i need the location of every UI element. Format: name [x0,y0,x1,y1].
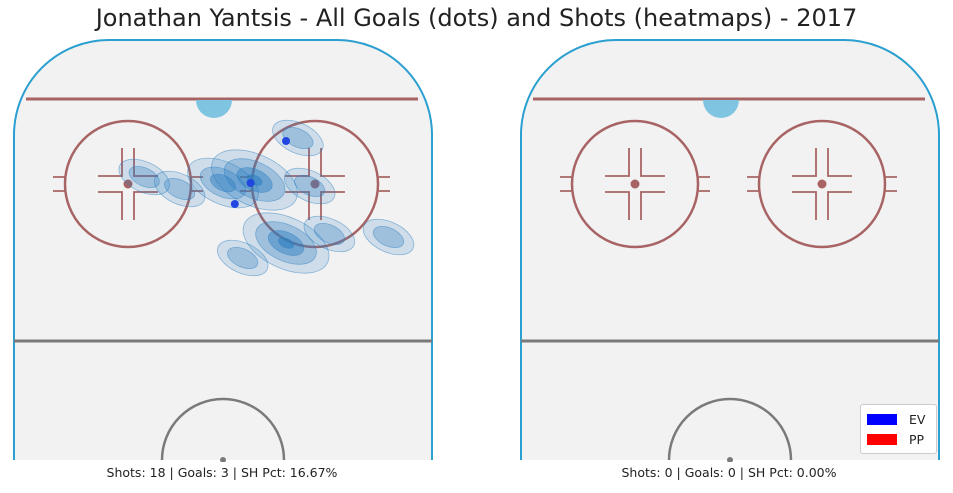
shot-density-5-3 [278,237,295,249]
center-dot [220,457,226,462]
shot-density-8-1 [282,126,314,150]
center-ice-circle [667,397,793,461]
goal-crease [703,100,739,118]
shot-density-1-1 [199,166,247,200]
legend-item-pp: PP [867,429,930,449]
center-ice-circle [160,397,286,461]
shot-density-2-1 [294,174,326,198]
boards [520,39,940,460]
rink-right [520,39,940,462]
ice-surface [521,40,939,460]
legend-swatch-ev [867,413,897,425]
ice-surface [14,40,432,460]
legend-label-ev: EV [909,411,926,427]
goal-dots-left [230,137,291,208]
shot-density-7-1 [372,225,405,249]
boards [13,39,433,460]
shot-density-3-1 [128,165,160,189]
shot-density-1-2 [209,173,237,193]
faceoff-circle-left [560,119,710,249]
chart-title: Jonathan Yantsis - All Goals (dots) and … [95,4,858,32]
center-dot [727,457,733,462]
legend: EV PP [860,404,937,454]
goal-dot-2 [282,137,291,145]
goal-crease [196,100,232,118]
goal-dot-1 [230,200,239,208]
rink-left [13,39,433,462]
caption-left: Shots: 18 | Goals: 3 | SH Pct: 16.67% [106,465,338,480]
legend-item-ev: EV [867,409,930,429]
legend-label-pp: PP [909,431,925,447]
shot-heatmap-left [118,119,415,277]
shot-density-6-1 [313,222,345,246]
faceoff-circle-left [53,119,203,249]
faceoff-circle-right [747,119,897,249]
shot-density-4-1 [164,177,196,201]
legend-swatch-pp [867,433,897,445]
shot-density-9-1 [227,246,259,270]
caption-right: Shots: 0 | Goals: 0 | SH Pct: 0.00% [621,465,837,480]
goal-dot-0 [246,179,255,187]
